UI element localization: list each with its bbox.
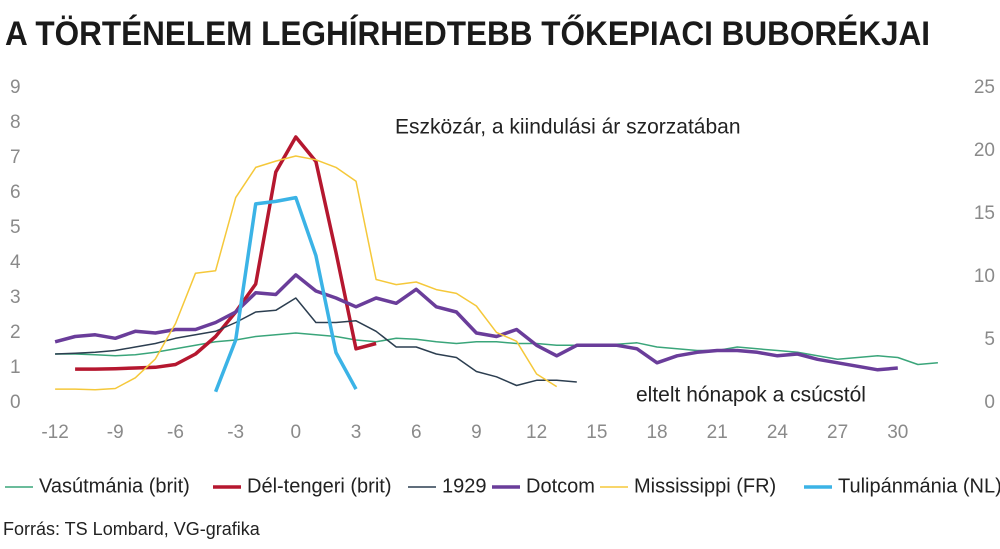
y-tick-label: 9	[10, 77, 21, 98]
legend-item: 1929	[408, 475, 487, 497]
y-tick-label: 0	[10, 392, 21, 413]
x-tick-label: 9	[471, 422, 482, 443]
y2-tick-label: 20	[974, 140, 995, 161]
y-tick-label: 6	[10, 182, 21, 203]
legend-label: Mississippi (FR)	[634, 475, 776, 497]
x-tick-label: 15	[586, 422, 607, 443]
y2-tick-label: 0	[984, 392, 995, 413]
source: Forrás: TS Lombard, VG-grafika	[3, 519, 261, 539]
x-tick-label: -12	[41, 422, 68, 443]
chart-title: A TÖRTÉNELEM LEGHÍRHEDTEBB TŐKEPIACI BUB…	[5, 15, 930, 53]
annotation: eltelt hónapok a csúcstól	[636, 384, 866, 407]
series-line	[54, 273, 898, 372]
x-tick-label: 27	[827, 422, 848, 443]
y2-tick-label: 25	[974, 77, 995, 98]
y-tick-label: 4	[10, 252, 21, 273]
x-tick-label: -6	[167, 422, 184, 443]
x-tick-label: 6	[411, 422, 422, 443]
legend-item: Vasútmánia (brit)	[5, 475, 190, 497]
x-tick-label: 18	[646, 422, 667, 443]
x-tick-label: -9	[107, 422, 124, 443]
series-line	[55, 155, 558, 391]
series-line	[75, 135, 377, 371]
legend-item: Tulipánmánia (NL)	[804, 475, 1000, 497]
legend-item: Dél-tengeri (brit)	[213, 475, 391, 497]
y2-tick-label: 10	[974, 266, 995, 287]
y-tick-label: 1	[10, 357, 21, 378]
legend-item: Mississippi (FR)	[600, 475, 776, 497]
x-tick-label: 24	[767, 422, 789, 443]
legend-label: Tulipánmánia (NL)	[838, 475, 1000, 497]
series-line	[55, 297, 577, 387]
legend-label: Dotcom	[526, 475, 595, 497]
legend-label: Dél-tengeri (brit)	[247, 475, 391, 497]
y-tick-label: 7	[10, 147, 21, 168]
y-tick-label: 5	[10, 217, 21, 238]
x-tick-label: 21	[707, 422, 728, 443]
legend-label: 1929	[442, 475, 487, 497]
legend: Vasútmánia (brit) Dél-tengeri (brit) 1929 D…	[5, 475, 1000, 497]
x-tick-label: -3	[227, 422, 244, 443]
y2-tick-label: 15	[974, 203, 995, 224]
x-tick-label: 12	[526, 422, 547, 443]
x-tick-label: 3	[351, 422, 362, 443]
series-line	[55, 332, 938, 366]
y-tick-label: 8	[10, 112, 21, 133]
y-tick-label: 2	[10, 322, 21, 343]
legend-item: Dotcom	[492, 475, 595, 497]
y2-tick-label: 5	[984, 329, 995, 350]
annotation: Eszközár, a kiindulási ár szorzatában	[395, 116, 741, 139]
x-tick-label: 30	[887, 422, 908, 443]
x-tick-label: 0	[291, 422, 302, 443]
series-line	[213, 195, 358, 393]
y-tick-label: 3	[10, 287, 21, 308]
legend-label: Vasútmánia (brit)	[39, 475, 190, 497]
